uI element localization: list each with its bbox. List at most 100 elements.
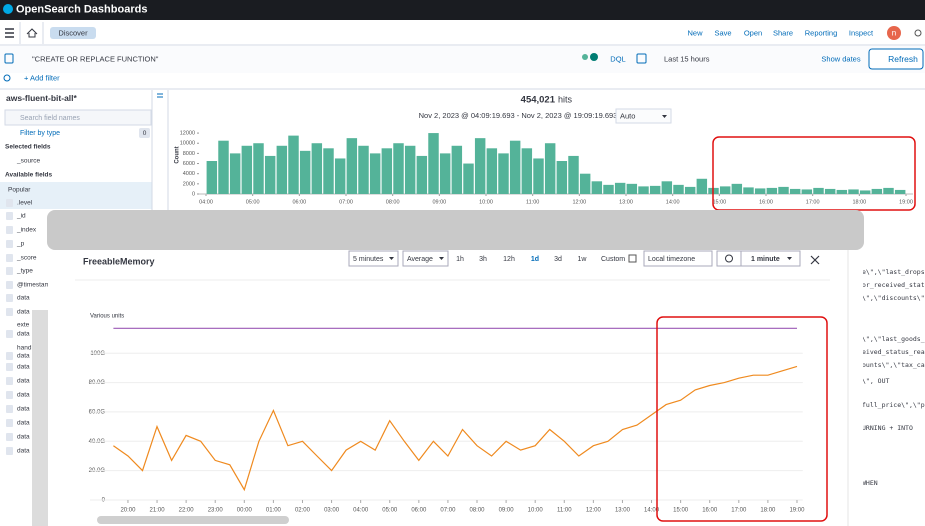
bar[interactable] bbox=[626, 183, 638, 194]
field-name[interactable]: exte bbox=[17, 322, 30, 329]
field-name[interactable]: data bbox=[17, 331, 30, 338]
bar[interactable] bbox=[276, 145, 288, 194]
range-button[interactable]: 12h bbox=[503, 256, 515, 263]
bar[interactable] bbox=[883, 187, 894, 194]
bar[interactable] bbox=[673, 184, 684, 194]
field-name[interactable]: .level bbox=[17, 200, 33, 207]
statistic-select[interactable] bbox=[402, 250, 449, 267]
query-language[interactable]: DQL bbox=[610, 54, 625, 63]
bar[interactable] bbox=[813, 187, 824, 194]
bar[interactable] bbox=[603, 184, 614, 194]
field-name[interactable]: _p bbox=[16, 241, 25, 248]
bar[interactable] bbox=[509, 140, 521, 194]
avatar[interactable] bbox=[887, 26, 901, 40]
bar[interactable] bbox=[568, 155, 579, 194]
bar[interactable] bbox=[334, 158, 346, 194]
bar[interactable] bbox=[544, 143, 556, 194]
field-name[interactable]: _id bbox=[16, 213, 26, 220]
bar[interactable] bbox=[801, 189, 813, 194]
bar[interactable] bbox=[346, 138, 358, 194]
bar[interactable] bbox=[521, 148, 533, 194]
bar[interactable] bbox=[556, 161, 568, 194]
field-name[interactable]: _score bbox=[16, 255, 37, 262]
range-button[interactable]: 3d bbox=[554, 256, 562, 263]
bar[interactable] bbox=[871, 188, 883, 194]
bar[interactable] bbox=[253, 143, 264, 194]
bar[interactable] bbox=[264, 155, 276, 194]
help-icon[interactable] bbox=[914, 29, 922, 37]
bar[interactable] bbox=[381, 148, 393, 194]
menu-item[interactable]: Inspect bbox=[849, 28, 874, 37]
field-name[interactable]: data bbox=[17, 420, 30, 427]
field-name[interactable]: data bbox=[17, 295, 30, 302]
bar[interactable] bbox=[661, 181, 673, 194]
home-icon[interactable] bbox=[26, 28, 38, 38]
bar[interactable] bbox=[486, 148, 498, 194]
menu-item[interactable]: Share bbox=[773, 28, 793, 37]
menu-item[interactable]: Save bbox=[714, 28, 731, 37]
period-select[interactable] bbox=[348, 250, 399, 267]
query-icon[interactable] bbox=[590, 53, 598, 61]
bar[interactable] bbox=[299, 150, 311, 194]
bar[interactable] bbox=[404, 145, 416, 194]
bar[interactable] bbox=[754, 188, 766, 194]
bar[interactable] bbox=[533, 158, 544, 194]
bar[interactable] bbox=[311, 143, 323, 194]
bar[interactable] bbox=[766, 187, 778, 194]
bar[interactable] bbox=[463, 163, 474, 194]
field-name[interactable]: hand bbox=[17, 345, 32, 352]
breadcrumb[interactable] bbox=[50, 27, 96, 39]
bar[interactable] bbox=[894, 189, 906, 194]
bar[interactable] bbox=[323, 148, 334, 194]
time-range[interactable]: Last 15 hours bbox=[664, 54, 710, 63]
menu-item[interactable]: Reporting bbox=[805, 28, 838, 37]
bar[interactable] bbox=[848, 189, 859, 194]
bar[interactable] bbox=[696, 178, 708, 194]
query-icon[interactable] bbox=[582, 54, 588, 60]
bar[interactable] bbox=[498, 153, 509, 194]
field-name[interactable]: data bbox=[17, 392, 30, 399]
field-name[interactable]: data bbox=[17, 309, 30, 316]
range-button[interactable]: 1d bbox=[531, 256, 539, 263]
field-search[interactable] bbox=[4, 109, 152, 126]
bar[interactable] bbox=[416, 155, 428, 194]
bar[interactable] bbox=[778, 186, 789, 194]
refresh-interval-select[interactable] bbox=[740, 250, 801, 267]
interval-select[interactable] bbox=[615, 108, 672, 124]
bar[interactable] bbox=[369, 153, 381, 194]
bar[interactable] bbox=[206, 161, 218, 194]
bar[interactable] bbox=[719, 186, 731, 194]
menu-icon[interactable] bbox=[5, 28, 14, 38]
custom-range[interactable]: Custom bbox=[601, 256, 625, 263]
menu-item[interactable]: New bbox=[687, 28, 703, 37]
bar[interactable] bbox=[836, 189, 848, 194]
filter-by-type[interactable]: Filter by type bbox=[20, 130, 60, 137]
bar[interactable] bbox=[229, 153, 241, 194]
field-name[interactable]: data bbox=[17, 434, 30, 441]
menu-item[interactable]: Open bbox=[744, 28, 762, 37]
field-name[interactable]: data bbox=[17, 448, 30, 455]
field-name[interactable]: data bbox=[17, 353, 30, 360]
bar[interactable] bbox=[439, 153, 451, 194]
refresh-button[interactable] bbox=[868, 48, 924, 70]
collapse-icon[interactable] bbox=[157, 93, 163, 98]
bar[interactable] bbox=[474, 138, 486, 194]
bar[interactable] bbox=[451, 145, 463, 194]
bar[interactable] bbox=[393, 143, 404, 194]
show-dates[interactable]: Show dates bbox=[821, 54, 860, 63]
field-name[interactable]: @timestam bbox=[17, 282, 50, 289]
bar[interactable] bbox=[614, 182, 626, 194]
calendar-icon[interactable] bbox=[636, 53, 647, 64]
field-name[interactable]: data bbox=[17, 378, 30, 385]
saved-query-icon[interactable] bbox=[4, 53, 14, 64]
field-name[interactable]: data bbox=[17, 364, 30, 371]
bar[interactable] bbox=[743, 187, 754, 194]
close-icon[interactable] bbox=[810, 255, 820, 265]
query-input[interactable]: "CREATE OR REPLACE FUNCTION" bbox=[32, 54, 159, 63]
range-button[interactable]: 1w bbox=[578, 256, 588, 263]
bar[interactable] bbox=[428, 133, 439, 194]
timezone-select[interactable] bbox=[643, 250, 713, 267]
bar[interactable] bbox=[591, 181, 603, 194]
bar[interactable] bbox=[218, 140, 229, 194]
bar[interactable] bbox=[731, 183, 743, 194]
